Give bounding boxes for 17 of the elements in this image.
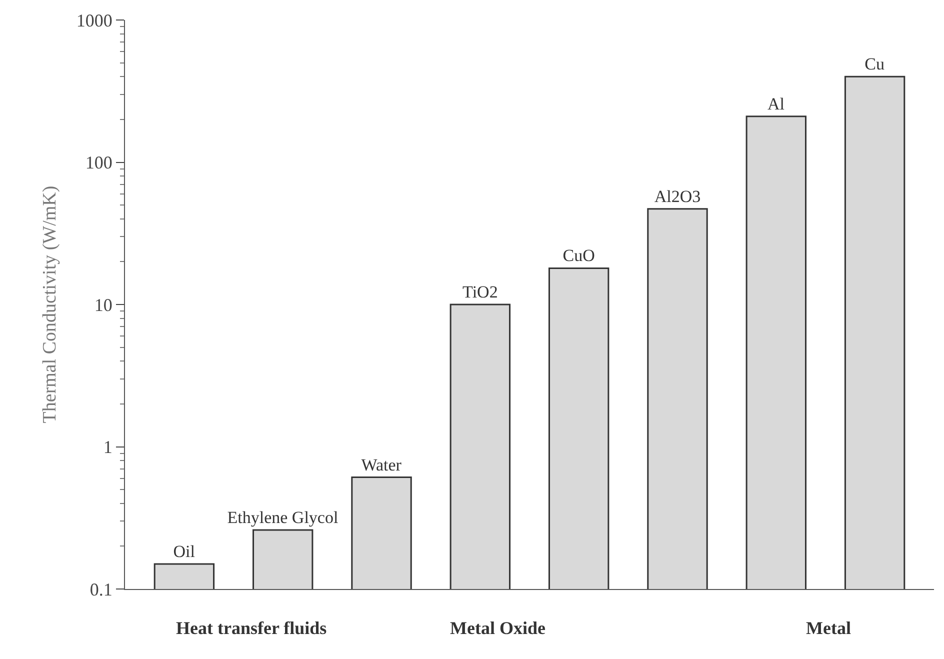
y-tick-label: 1000 <box>76 10 112 30</box>
x-tick-label: Water <box>361 455 402 474</box>
y-tick-label: 1 <box>103 437 112 458</box>
x-tick-label: CuO <box>562 246 595 266</box>
y-tick-label: 10 <box>94 294 112 315</box>
y-tick-label: 100 <box>85 152 112 173</box>
x-tick-label: Al2O3 <box>654 186 701 206</box>
text: Heat transfer fluids <box>176 618 327 638</box>
text: Metal Oxide <box>450 618 546 638</box>
x-tick-label: Cu <box>864 54 885 74</box>
y-tick-label: 0.1 <box>90 579 112 600</box>
x-tick-label: TiO2 <box>462 282 498 302</box>
x-tick-label: Ethylene Glycol <box>227 508 338 527</box>
x-tick-label: Oil <box>173 542 196 561</box>
text: Metal <box>806 618 851 638</box>
y-axis-title: Thermal Conductivity (W/mK) <box>39 186 60 424</box>
x-tick-label: Al <box>768 94 785 114</box>
